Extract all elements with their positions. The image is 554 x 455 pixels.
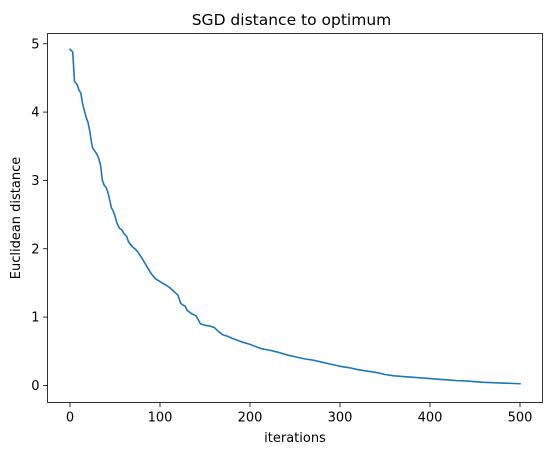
- x-tick-label: 200: [238, 411, 263, 426]
- x-tick-label: 400: [418, 411, 443, 426]
- y-axis: 0 1 2 3 4 5: [31, 37, 48, 394]
- y-tick-label: 4: [31, 106, 39, 121]
- series-line-0: [68, 48, 521, 385]
- y-tick-label: 0: [31, 379, 39, 394]
- y-tick-label: 2: [31, 242, 39, 257]
- chart-title: SGD distance to optimum: [192, 11, 392, 29]
- y-tick-label: 1: [31, 311, 39, 326]
- x-axis-label: iterations: [264, 431, 326, 446]
- y-axis-label: Euclidean distance: [9, 157, 24, 280]
- plot-area: [68, 48, 521, 385]
- x-tick-label: 500: [508, 411, 533, 426]
- x-axis: 0 100 200 300 400 500: [66, 402, 533, 426]
- plot-frame: [47, 33, 543, 403]
- y-tick-label: 3: [31, 174, 39, 189]
- x-tick-label: 100: [148, 411, 173, 426]
- y-tick-label: 5: [31, 37, 39, 52]
- x-tick-label: 300: [328, 411, 353, 426]
- x-tick-label: 0: [66, 411, 74, 426]
